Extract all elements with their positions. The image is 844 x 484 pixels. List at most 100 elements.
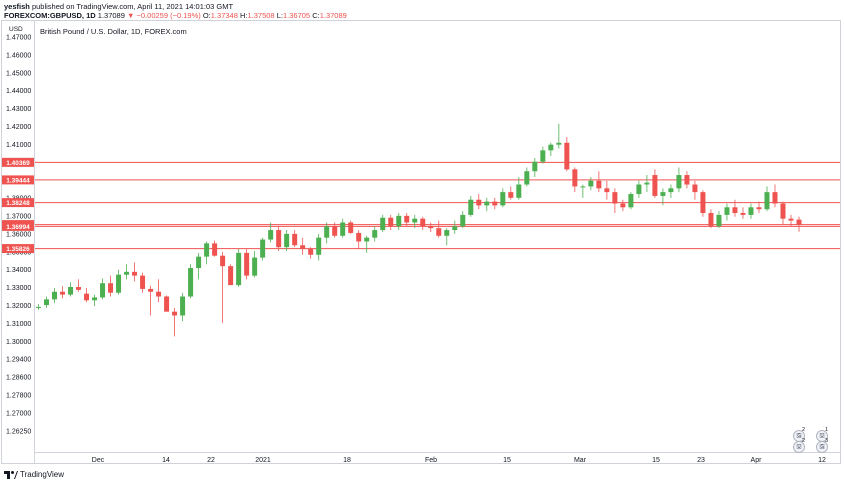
candle-body[interactable]: [100, 283, 106, 298]
candle-body[interactable]: [596, 180, 602, 189]
candle-body[interactable]: [388, 217, 394, 227]
candle-body[interactable]: [788, 218, 794, 221]
candle-body[interactable]: [236, 252, 242, 286]
candle-body[interactable]: [356, 232, 362, 242]
candle-body[interactable]: [340, 222, 346, 236]
candle-body[interactable]: [316, 237, 322, 255]
candle-body[interactable]: [68, 287, 74, 295]
candle-body[interactable]: [228, 266, 234, 286]
candle-body[interactable]: [260, 239, 266, 258]
candle-body[interactable]: [516, 184, 522, 198]
candle-body[interactable]: [252, 257, 258, 276]
candle-body[interactable]: [60, 291, 66, 295]
candle-body[interactable]: [44, 299, 50, 306]
flag-us-icon-2[interactable]: 🇺: [816, 430, 828, 442]
candle-body[interactable]: [76, 287, 82, 290]
flag-uk-icon-2[interactable]: 🇬: [816, 441, 828, 453]
candle-body[interactable]: [148, 288, 154, 292]
candle-body[interactable]: [500, 192, 506, 206]
candle-body[interactable]: [364, 237, 370, 242]
candle-body[interactable]: [132, 271, 138, 276]
candle-body[interactable]: [652, 175, 658, 196]
candle-body[interactable]: [172, 311, 178, 316]
candle-body[interactable]: [348, 222, 354, 233]
candle-body[interactable]: [476, 199, 482, 206]
candle-body[interactable]: [668, 188, 674, 193]
flag-uk-icon[interactable]: 🇬: [793, 430, 805, 442]
candle-body[interactable]: [548, 144, 554, 151]
candle-body[interactable]: [468, 199, 474, 215]
candle-body[interactable]: [644, 182, 650, 185]
candle-body[interactable]: [372, 230, 378, 238]
candle-body[interactable]: [772, 192, 778, 204]
candle-body[interactable]: [324, 226, 330, 238]
candle-body[interactable]: [580, 186, 586, 188]
candle-body[interactable]: [556, 142, 562, 145]
candle-body[interactable]: [676, 175, 682, 189]
flag-us-icon[interactable]: 🇺: [793, 441, 805, 453]
candle-body[interactable]: [756, 207, 762, 210]
candle-body[interactable]: [460, 214, 466, 227]
candle-body[interactable]: [396, 215, 402, 227]
candle-body[interactable]: [52, 291, 58, 300]
candle-body[interactable]: [724, 207, 730, 215]
candle-body[interactable]: [796, 219, 802, 225]
candle-body[interactable]: [276, 230, 282, 248]
candle-body[interactable]: [484, 201, 490, 206]
candle-body[interactable]: [780, 203, 786, 219]
candle-body[interactable]: [300, 245, 306, 250]
candle-body[interactable]: [740, 212, 746, 215]
candle-body[interactable]: [140, 275, 146, 289]
candle-body[interactable]: [564, 142, 570, 170]
candle-body[interactable]: [572, 169, 578, 187]
candle-body[interactable]: [188, 268, 194, 297]
candle-body[interactable]: [524, 171, 530, 185]
candle-body[interactable]: [108, 283, 114, 293]
candle-body[interactable]: [244, 252, 250, 276]
candle-body[interactable]: [308, 249, 314, 255]
candle-body[interactable]: [180, 296, 186, 316]
candle-body[interactable]: [588, 180, 594, 187]
candle-body[interactable]: [380, 217, 386, 231]
tradingview-logo-icon[interactable]: [4, 470, 18, 480]
author-name[interactable]: yesfish: [4, 2, 30, 11]
candle-body[interactable]: [716, 214, 722, 227]
candle-body[interactable]: [540, 150, 546, 162]
candle-body[interactable]: [604, 188, 610, 193]
candle-body[interactable]: [204, 243, 210, 257]
candle-body[interactable]: [708, 212, 714, 227]
candle-body[interactable]: [332, 226, 338, 236]
candle-body[interactable]: [212, 243, 218, 256]
candle-body[interactable]: [92, 297, 98, 301]
candle-body[interactable]: [284, 233, 290, 248]
candle-body[interactable]: [492, 201, 498, 206]
candle-body[interactable]: [748, 207, 754, 215]
candle-body[interactable]: [116, 274, 122, 293]
candle-body[interactable]: [268, 230, 274, 240]
candle-body[interactable]: [692, 184, 698, 193]
candle-body[interactable]: [420, 218, 426, 227]
candle-body[interactable]: [84, 293, 90, 301]
candle-body[interactable]: [36, 306, 41, 308]
candle-body[interactable]: [628, 194, 634, 208]
candle-body[interactable]: [164, 296, 170, 312]
candle-body[interactable]: [532, 161, 538, 172]
candle-body[interactable]: [612, 192, 618, 204]
candle-body[interactable]: [764, 192, 770, 210]
candle-body[interactable]: [444, 230, 450, 236]
candle-body[interactable]: [196, 256, 202, 269]
candle-body[interactable]: [404, 215, 410, 223]
candle-body[interactable]: [620, 203, 626, 208]
candle-body[interactable]: [732, 207, 738, 213]
candle-body[interactable]: [412, 218, 418, 223]
candle-body[interactable]: [636, 184, 642, 195]
tradingview-brand[interactable]: TradingView: [20, 470, 65, 479]
candle-body[interactable]: [452, 226, 458, 231]
candle-body[interactable]: [436, 228, 442, 236]
candle-body[interactable]: [700, 192, 706, 213]
candle-body[interactable]: [428, 226, 434, 229]
candle-body[interactable]: [124, 271, 130, 275]
candle-body[interactable]: [508, 192, 514, 198]
candle-body[interactable]: [660, 192, 666, 196]
